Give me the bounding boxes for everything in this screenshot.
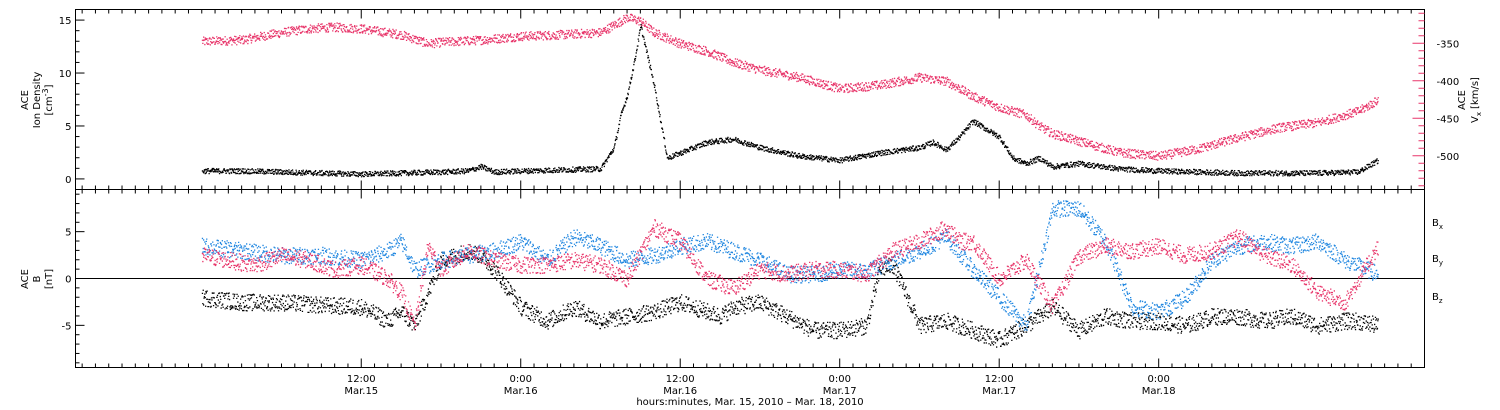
legend-by: By xyxy=(1432,254,1443,267)
b-z-series-points xyxy=(201,219,1379,331)
velocity-y-tick-label: -450 xyxy=(1437,114,1460,125)
bottom-panel-ticks: 5 0 -5 xyxy=(62,189,1425,368)
x-tick-label-date: Mar.16 xyxy=(504,386,538,397)
x-axis-title: hours:minutes, Mar. 15, 2010 – Mar. 18, … xyxy=(636,397,863,408)
x-tick-label-date: Mar.17 xyxy=(982,386,1016,397)
bfield-axis-label-line3: [nT] xyxy=(44,269,55,289)
velocity-axis-label: ACE Vx [km/s] xyxy=(1457,77,1483,123)
x-tick-label-date: Mar.16 xyxy=(663,386,697,397)
x-tick-label-time: 12:00 xyxy=(347,374,376,385)
b-z-series xyxy=(201,219,1379,331)
b-x-series-points xyxy=(201,244,1379,348)
density-axis-label: ACE Ion Density [cm-3] xyxy=(20,72,55,129)
velocity-axis-label-line2: Vx [km/s] xyxy=(1470,77,1483,123)
density-y-tick-label: 15 xyxy=(59,16,72,27)
density-axis-label-line2: Ion Density xyxy=(32,72,43,129)
x-tick-label-time: 12:00 xyxy=(985,374,1014,385)
legend-bx: Bx xyxy=(1432,218,1443,231)
density-series xyxy=(201,24,1379,178)
velocity-symbol: V xyxy=(1470,116,1481,123)
bfield-legend: Bx By Bz xyxy=(1432,218,1443,305)
density-velocity-panel: 0 5 10 15 -350 -400 -450 -500 ACE Ion Density [… xyxy=(20,9,1483,190)
bfield-y-tick-label: -5 xyxy=(62,321,72,332)
bottom-panel-data xyxy=(201,200,1379,348)
density-unit-close: ] xyxy=(44,84,55,88)
bfield-axis-label: ACE B [nT] xyxy=(20,269,55,289)
bfield-axis-label-line2: B xyxy=(32,275,43,282)
velocity-subscript: x xyxy=(1475,112,1483,116)
x-tick-label-time: 0:00 xyxy=(1147,374,1169,385)
velocity-y-tick-label: -500 xyxy=(1437,152,1460,163)
x-tick-label-time: 0:00 xyxy=(828,374,850,385)
x-tick-label-time: 12:00 xyxy=(666,374,695,385)
magnetic-field-panel: 5 0 -5 ACE B [nT] Bx By Bz xyxy=(20,189,1443,368)
density-unit-text: [cm xyxy=(44,96,55,115)
x-axis-labels: 12:00Mar.150:00Mar.1612:00Mar.160:00Mar.… xyxy=(344,374,1175,397)
velocity-series xyxy=(201,13,1379,161)
density-axis-label-line3: [cm-3] xyxy=(41,84,55,115)
x-tick-label-date: Mar.18 xyxy=(1142,386,1176,397)
bfield-y-tick-label: 5 xyxy=(65,228,71,239)
density-series-points xyxy=(201,24,1379,178)
velocity-y-tick-label: -350 xyxy=(1437,39,1460,50)
bfield-y-tick-label: 0 xyxy=(65,275,71,286)
velocity-unit: [km/s] xyxy=(1470,77,1481,109)
x-tick-label-time: 0:00 xyxy=(510,374,532,385)
top-panel-ticks: 0 5 10 15 -350 -400 -450 -500 xyxy=(59,9,1460,190)
x-tick-label-date: Mar.15 xyxy=(344,386,378,397)
velocity-series-points xyxy=(201,13,1379,161)
velocity-axis-label-line1: ACE xyxy=(1457,90,1468,110)
top-panel-data xyxy=(201,13,1379,178)
legend-bz: Bz xyxy=(1432,292,1443,305)
b-x-series xyxy=(201,244,1379,348)
density-y-tick-label: 10 xyxy=(59,69,72,80)
density-axis-label-line1: ACE xyxy=(20,90,31,110)
density-y-tick-label: 5 xyxy=(65,122,71,133)
density-y-tick-label: 0 xyxy=(65,175,71,186)
x-tick-label-date: Mar.17 xyxy=(823,386,857,397)
density-unit-exponent: -3 xyxy=(41,88,50,96)
bfield-axis-label-line1: ACE xyxy=(20,269,31,289)
top-panel-frame xyxy=(75,9,1425,190)
velocity-y-tick-label: -400 xyxy=(1437,77,1460,88)
